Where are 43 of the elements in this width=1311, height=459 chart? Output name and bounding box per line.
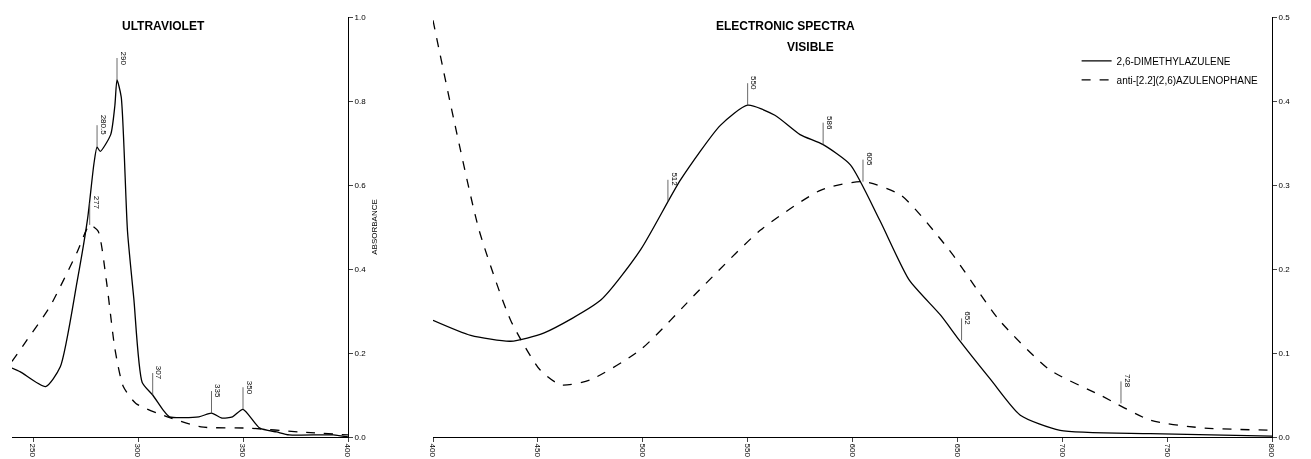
y-axis-title: ABSORBANCE <box>370 199 380 255</box>
x-tick-label: 700 <box>1057 443 1067 458</box>
annotation: 277 <box>92 195 102 210</box>
annotation: 586 <box>825 116 835 130</box>
y-tick-label: 1.0 <box>354 12 367 22</box>
x-tick-label: 350 <box>238 443 248 458</box>
x-tick-label: 650 <box>952 443 962 458</box>
y-tick-label: 0.6 <box>354 180 367 190</box>
annotation: 290 <box>118 51 128 66</box>
chart-title: ULTRAVIOLET <box>122 19 205 33</box>
annotation: 335 <box>213 384 223 398</box>
x-tick-label: 800 <box>1267 443 1277 458</box>
x-tick-label: 600 <box>847 443 857 458</box>
annotation: 652 <box>963 311 973 326</box>
y-tick-label: 0.0 <box>354 432 367 442</box>
x-tick-label: 550 <box>743 443 753 458</box>
annotation: 728 <box>1122 373 1132 388</box>
x-tick-label: 400 <box>343 443 353 458</box>
text: VISIBLE <box>787 40 834 54</box>
y-tick-label: 0.2 <box>1278 264 1291 274</box>
y-tick-label: 0.3 <box>1278 180 1291 190</box>
x-tick-label: 300 <box>133 443 143 458</box>
x-tick-label: 500 <box>638 443 648 458</box>
y-tick-label: 0.4 <box>354 264 367 274</box>
y-tick-label: 0.2 <box>354 348 367 358</box>
y-tick-label: 0.1 <box>1278 348 1291 358</box>
annotation: 550 <box>749 76 759 90</box>
annotation: 350 <box>244 380 254 395</box>
annotation: 512 <box>670 172 680 187</box>
y-tick-label: 0.8 <box>354 96 367 106</box>
x-tick-label: 250 <box>28 443 38 458</box>
y-tick-label: 0.0 <box>1278 432 1291 442</box>
annotation: 307 <box>154 365 164 380</box>
y-tick-label: 0.5 <box>1278 12 1291 22</box>
x-tick-label: 450 <box>533 443 543 458</box>
legend-label: anti-[2.2](2,6)AZULENOPHANE <box>1116 74 1259 86</box>
chart-title: ELECTRONIC SPECTRA <box>716 19 856 33</box>
legend-label: 2,6-DIMETHYLAZULENE <box>1116 55 1231 67</box>
x-tick-label: 400 <box>428 443 438 458</box>
x-tick-label: 750 <box>1162 443 1172 458</box>
annotation: 280.5 <box>98 114 108 136</box>
y-tick-label: 0.4 <box>1278 96 1291 106</box>
annotation: 605 <box>865 152 875 167</box>
